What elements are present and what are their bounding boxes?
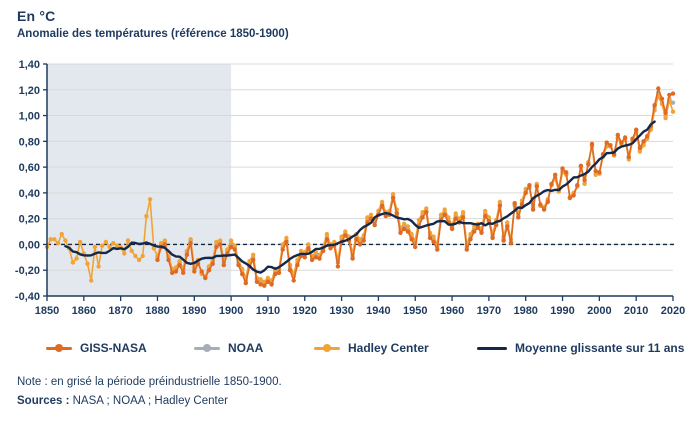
- chart-unit-label: En °C: [17, 8, 56, 24]
- legend-label: NOAA: [228, 341, 264, 355]
- series-noaa: [155, 90, 676, 286]
- moving-average-legend-marker-icon: [477, 344, 507, 353]
- svg-text:1910: 1910: [256, 305, 280, 317]
- svg-text:1860: 1860: [72, 305, 96, 317]
- giss-nasa-legend-marker-icon: [46, 344, 72, 353]
- svg-text:1930: 1930: [329, 305, 353, 317]
- hadley-legend-marker-icon: [314, 344, 340, 353]
- svg-text:1,20: 1,20: [19, 85, 40, 97]
- svg-text:2000: 2000: [587, 305, 611, 317]
- sources-text: Sources : NASA ; NOAA ; Hadley Center: [17, 395, 228, 407]
- svg-text:1970: 1970: [477, 305, 501, 317]
- legend-item-noaa: NOAA: [194, 338, 263, 358]
- legend-label: Hadley Center: [348, 341, 429, 355]
- series-moving-average: [64, 120, 656, 274]
- svg-text:1920: 1920: [293, 305, 317, 317]
- svg-text:1,00: 1,00: [19, 111, 40, 123]
- svg-text:2010: 2010: [624, 305, 648, 317]
- sources-value: NASA ; NOAA ; Hadley Center: [69, 395, 228, 407]
- svg-text:1900: 1900: [219, 305, 243, 317]
- svg-text:2020: 2020: [661, 305, 685, 317]
- series-giss-nasa: [155, 86, 676, 288]
- svg-text:1940: 1940: [366, 305, 390, 317]
- chart-area: 1,40 1,20 1,00 0,80 0,60 0,40 0,20 0,00 -0,20 -0,…: [0, 55, 700, 317]
- x-axis-labels: 1850 1860 1870 1880 1890 1900 1910 1920 1930 1940…: [35, 305, 685, 317]
- svg-text:1870: 1870: [108, 305, 132, 317]
- temperature-anomaly-chart: 1,40 1,20 1,00 0,80 0,60 0,40 0,20 0,00 -0,20 -0,…: [15, 59, 685, 317]
- chart-title: Anomalie des températures (référence 185…: [17, 28, 289, 40]
- chart-legend: GISS-NASA NOAA Hadley Center Moyenne gli…: [0, 338, 700, 358]
- svg-text:1850: 1850: [35, 305, 59, 317]
- svg-text:1960: 1960: [440, 305, 464, 317]
- svg-text:1880: 1880: [145, 305, 169, 317]
- noaa-legend-marker-icon: [194, 344, 220, 353]
- svg-text:-0,40: -0,40: [15, 291, 40, 303]
- legend-item-moving-average: Moyenne glissante sur 11 ans: [477, 338, 684, 358]
- legend-item-hadley: Hadley Center: [314, 338, 429, 358]
- svg-text:0,80: 0,80: [19, 136, 40, 148]
- svg-text:0,60: 0,60: [19, 162, 40, 174]
- svg-text:0,40: 0,40: [19, 188, 40, 200]
- svg-text:0,00: 0,00: [19, 239, 40, 251]
- note-text: Note : en grisé la période préindustriel…: [17, 376, 282, 388]
- svg-text:1990: 1990: [550, 305, 574, 317]
- axes: [46, 64, 674, 301]
- y-axis-labels: 1,40 1,20 1,00 0,80 0,60 0,40 0,20 0,00 -0,20 -0,…: [15, 59, 40, 303]
- svg-text:1980: 1980: [513, 305, 537, 317]
- svg-text:1890: 1890: [182, 305, 206, 317]
- svg-text:1,40: 1,40: [19, 59, 40, 71]
- legend-label: GISS-NASA: [80, 341, 147, 355]
- svg-text:1950: 1950: [403, 305, 427, 317]
- legend-label: Moyenne glissante sur 11 ans: [515, 341, 685, 355]
- sources-label: Sources :: [17, 395, 70, 407]
- svg-text:-0,20: -0,20: [15, 265, 40, 277]
- svg-text:0,20: 0,20: [19, 214, 40, 226]
- legend-item-giss-nasa: GISS-NASA: [46, 338, 147, 358]
